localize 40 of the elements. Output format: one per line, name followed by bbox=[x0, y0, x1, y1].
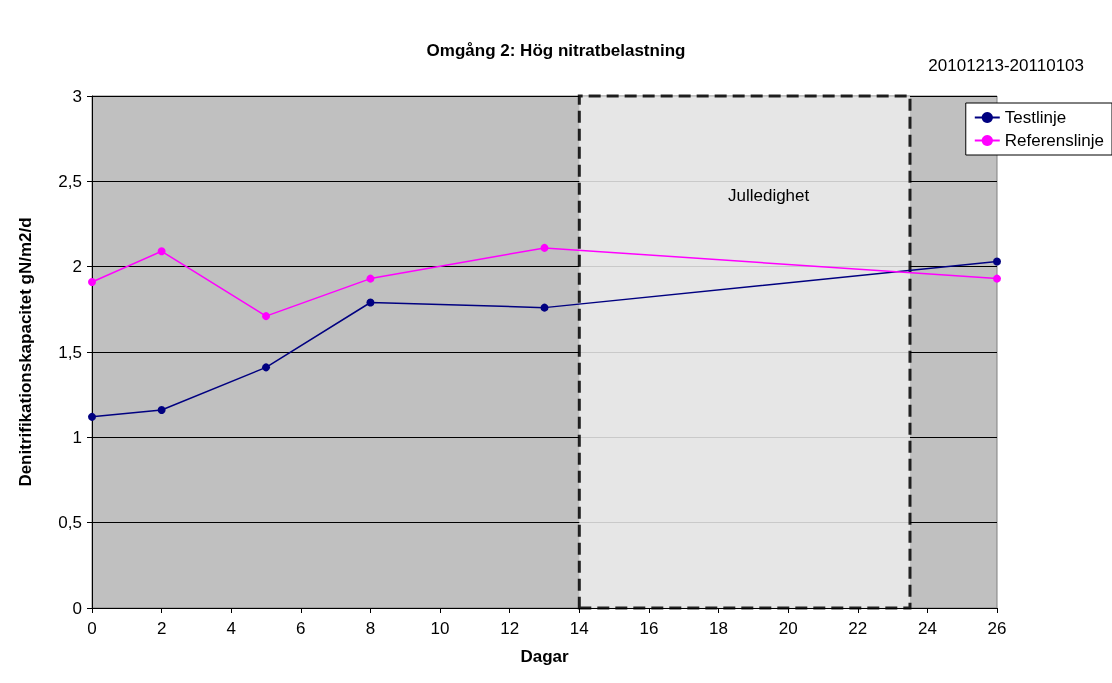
y-tick-label: 0 bbox=[72, 598, 82, 618]
x-tick-label: 4 bbox=[226, 619, 236, 638]
x-tick-label: 8 bbox=[365, 619, 376, 638]
y-tick-label: 3 bbox=[72, 86, 82, 106]
band-label: Julledighet bbox=[727, 186, 810, 206]
point bbox=[157, 406, 166, 415]
x-tick-label: 16 bbox=[639, 619, 659, 638]
legend-label: Referenslinje bbox=[1004, 131, 1105, 150]
y-tick-label: 1,5 bbox=[58, 342, 82, 362]
x-tick-label: 18 bbox=[709, 619, 728, 638]
x-tick-label: 22 bbox=[848, 619, 868, 638]
x-tick-label: 20 bbox=[778, 619, 798, 638]
x-tick-label: 12 bbox=[500, 619, 520, 638]
x-tick-label: 14 bbox=[569, 619, 589, 638]
x-tick-label: 24 bbox=[917, 619, 937, 638]
legend-label: Testlinje bbox=[1004, 108, 1067, 127]
y-tick-label: 2,5 bbox=[58, 171, 82, 191]
x-tick-label: 2 bbox=[156, 619, 167, 638]
point bbox=[540, 303, 549, 312]
y-tick-label: 0,5 bbox=[58, 513, 82, 533]
text: 20101213-20110103 bbox=[928, 56, 1085, 75]
point bbox=[262, 312, 271, 321]
point bbox=[993, 274, 1001, 283]
point bbox=[993, 257, 1001, 266]
x-tick-label: 0 bbox=[87, 619, 97, 638]
point bbox=[88, 412, 96, 421]
x-tick-label: 10 bbox=[430, 619, 450, 638]
chart-title: Omgång 2: Hög nitratbelastning bbox=[426, 41, 686, 60]
y-tick-label: 1 bbox=[72, 427, 82, 447]
point bbox=[262, 363, 271, 372]
point bbox=[88, 278, 96, 287]
point bbox=[366, 274, 375, 283]
x-tick-label: 6 bbox=[296, 619, 306, 638]
x-axis-title: Dagar bbox=[520, 647, 569, 666]
point bbox=[366, 298, 375, 307]
x-tick-label: 26 bbox=[987, 619, 1007, 638]
point bbox=[157, 247, 166, 256]
y-tick-label: 2 bbox=[72, 257, 82, 277]
point bbox=[540, 243, 549, 252]
y-axis-title: Denitrifikationskapacitet gN/m2/d bbox=[16, 217, 35, 487]
